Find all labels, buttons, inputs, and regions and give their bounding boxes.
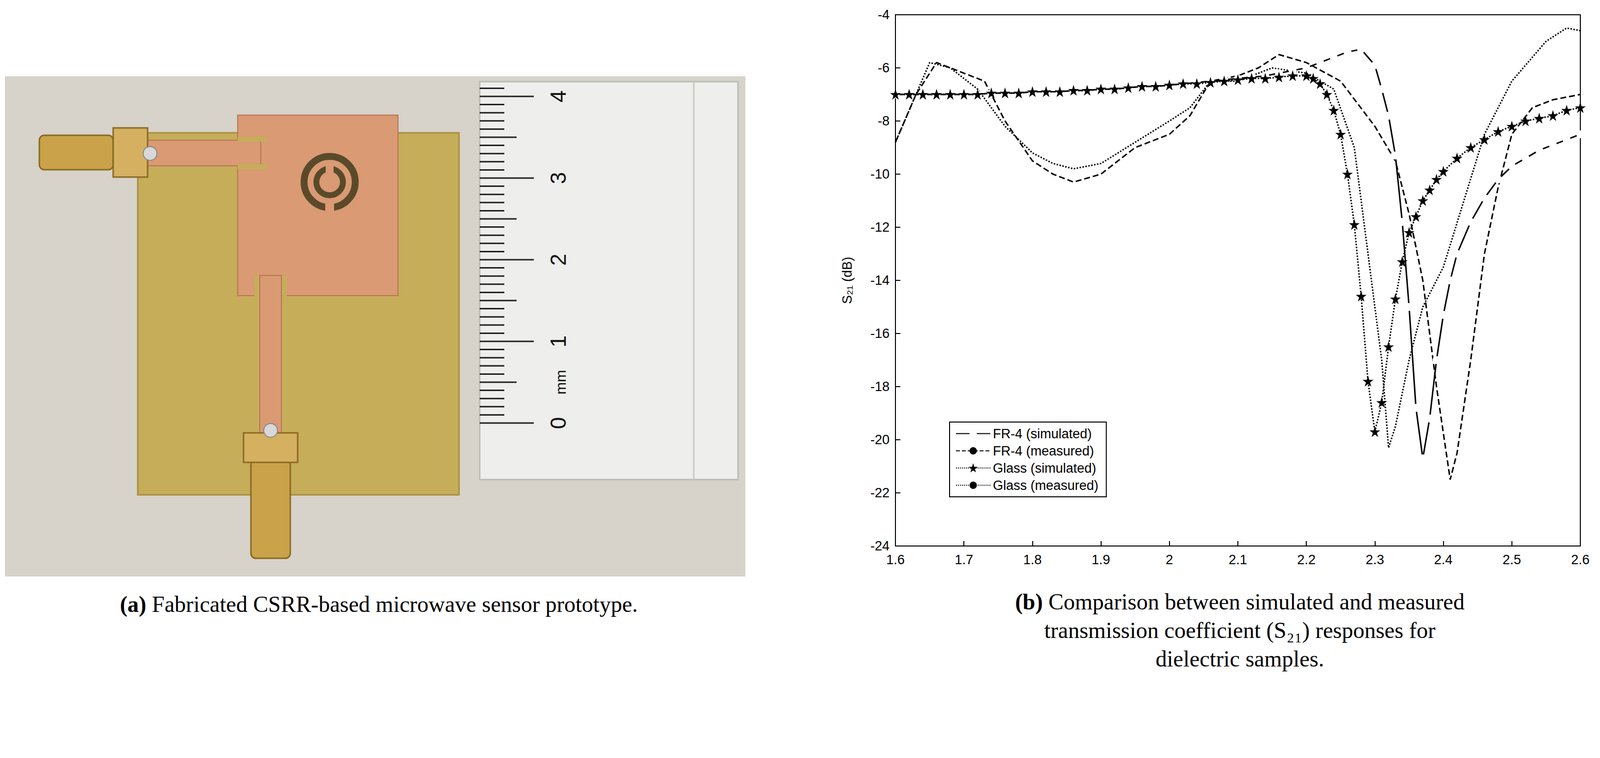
svg-text:2: 2 (1165, 552, 1173, 568)
html-text:(b) Comparison between simulat: (b) Comparison between simulated and mea… (1015, 589, 1465, 672)
svg-text:2.3: 2.3 (1365, 552, 1385, 568)
svg-text:2.4: 2.4 (1434, 552, 1453, 568)
svg-text:-24: -24 (870, 538, 890, 554)
svg-text:FR-4 (simulated): FR-4 (simulated) (992, 426, 1092, 442)
svg-text:-18: -18 (870, 379, 890, 395)
svg-text:-8: -8 (877, 113, 890, 129)
svg-text:-6: -6 (877, 60, 890, 76)
svg-text:-22: -22 (870, 485, 890, 501)
svg-text:1.8: 1.8 (1023, 552, 1043, 568)
svg-text:-12: -12 (870, 219, 890, 235)
svg-text:3: 3 (546, 172, 571, 185)
svg-text:-14: -14 (870, 273, 890, 288)
svg-text:2.6: 2.6 (1570, 552, 1590, 568)
svg-text:2.2: 2.2 (1296, 552, 1316, 568)
svg-text:S₂₁ (dB): S₂₁ (dB) (839, 256, 855, 305)
svg-text:Glass (simulated): Glass (simulated) (992, 461, 1097, 476)
svg-text:mm: mm (552, 369, 569, 395)
html-text:(a) Fabricated CSRR-based micr: (a) Fabricated CSRR-based microwave sens… (119, 591, 638, 617)
svg-text:1: 1 (546, 335, 571, 348)
svg-text:2.5: 2.5 (1502, 552, 1522, 568)
svg-text:-16: -16 (870, 326, 890, 341)
svg-text:4: 4 (546, 90, 571, 103)
svg-text:0: 0 (546, 417, 571, 430)
svg-text:FR-4 (measured): FR-4 (measured) (992, 443, 1095, 459)
svg-text:-10: -10 (870, 166, 890, 182)
svg-text:Glass (measured): Glass (measured) (992, 478, 1099, 493)
svg-text:-20: -20 (870, 432, 890, 448)
svg-text:1.6: 1.6 (886, 552, 905, 568)
svg-text:1.9: 1.9 (1091, 552, 1111, 568)
svg-text:1.7: 1.7 (954, 552, 974, 568)
svg-text:2.1: 2.1 (1228, 552, 1248, 568)
svg-text:-4: -4 (877, 7, 890, 23)
svg-text:2: 2 (546, 253, 571, 266)
